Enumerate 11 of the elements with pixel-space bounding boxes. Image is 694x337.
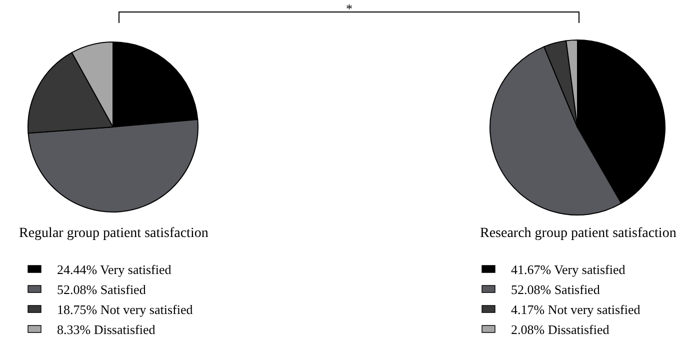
legend-label: 4.17% Not very satisfied: [511, 302, 641, 317]
legend-label: 2.08% Dissatisfied: [511, 322, 610, 337]
text: Regular group patient satisfaction: [19, 226, 208, 241]
legend-label: 41.67% Very satisfied: [511, 262, 626, 277]
legend-label: 52.08% Satisfied: [511, 282, 600, 297]
text: *: [346, 1, 352, 16]
legend-label: 18.75% Not very satisfied: [57, 302, 194, 317]
legend-label: 52.08% Satisfied: [57, 282, 146, 297]
legend-label: 24.44% Very satisfied: [57, 262, 172, 277]
text: Research group patient satisfaction: [480, 226, 676, 241]
legend-label: 8.33% Dissatisfied: [57, 322, 156, 337]
